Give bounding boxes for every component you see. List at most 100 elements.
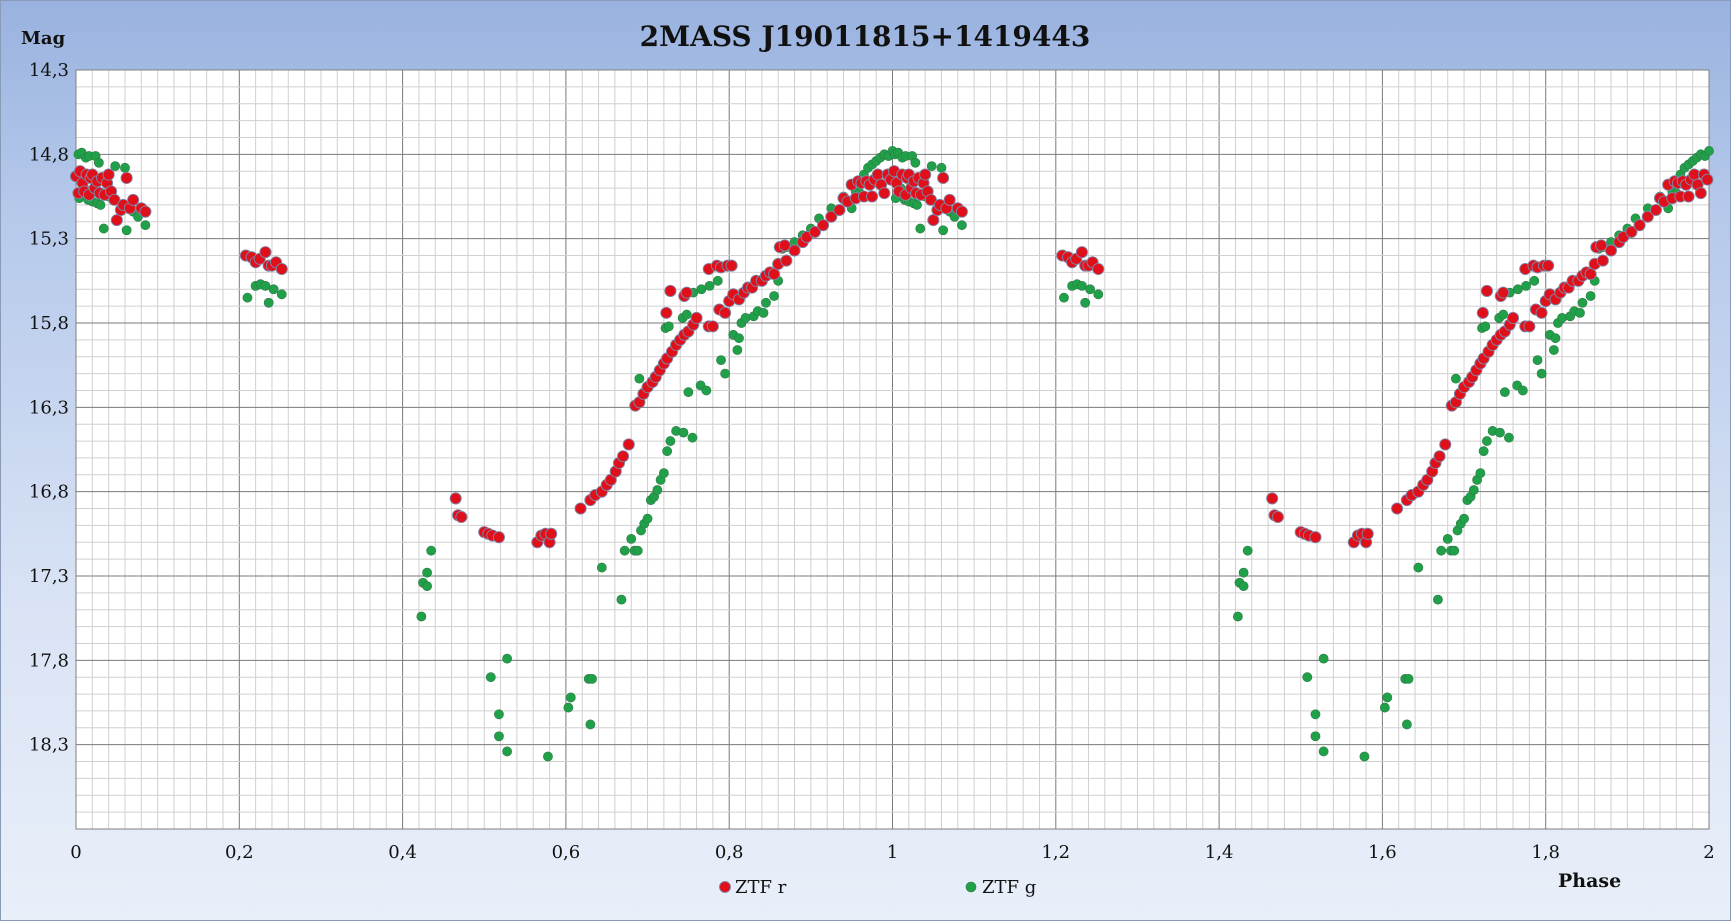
ztf-g-point [910, 157, 921, 168]
ztf-g-point [494, 709, 504, 720]
ztf-r-point [617, 450, 630, 463]
ztf-g-point [543, 751, 553, 762]
ztf-r-point [780, 254, 793, 267]
y-axis-label: Mag [21, 28, 66, 49]
ztf-r-point [927, 214, 940, 227]
x-axis-label: Phase [1558, 870, 1621, 892]
ztf-g-point [502, 653, 513, 664]
ztf-r-point [778, 239, 791, 252]
y-tick-label: 14,8 [29, 144, 69, 165]
ztf-g-point [1495, 427, 1505, 438]
legend-marker-ztf-g [965, 881, 977, 893]
ztf-g-point [701, 385, 712, 396]
ztf-g-point [422, 581, 432, 592]
ztf-g-point [110, 161, 121, 172]
ztf-r-point [127, 193, 140, 206]
ztf-g-point [662, 446, 673, 457]
ztf-g-point [1459, 513, 1469, 524]
ztf-r-point [120, 171, 133, 184]
ztf-g-point [687, 432, 698, 443]
ztf-r-point [449, 492, 462, 505]
ztf-r-point [545, 527, 558, 540]
ztf-g-point [619, 545, 630, 556]
ztf-r-point [866, 190, 879, 203]
ztf-g-point [1557, 313, 1567, 323]
ztf-g-point [93, 157, 104, 168]
ztf-r-point [1523, 320, 1536, 333]
ztf-g-point [1480, 321, 1491, 332]
ztf-g-point [734, 333, 744, 344]
ztf-g-point [720, 368, 731, 379]
ztf-g-point [696, 284, 707, 295]
ztf-g-point [658, 468, 669, 479]
ztf-r-point [833, 203, 846, 217]
ztf-g-point [1498, 309, 1509, 320]
x-tick-label: 0,8 [715, 842, 744, 863]
ztf-g-point [716, 355, 726, 366]
ztf-g-point [1059, 292, 1069, 303]
y-tick-label: 17,3 [29, 566, 69, 587]
ztf-g-point [1413, 562, 1424, 573]
ztf-g-point [1359, 751, 1370, 762]
ztf-g-point [1302, 672, 1313, 683]
ztf-g-point [936, 162, 947, 173]
ztf-g-point [1517, 385, 1528, 396]
ztf-g-point [426, 545, 437, 556]
ztf-r-point [1595, 239, 1608, 252]
ztf-g-point [1318, 653, 1329, 664]
ztf-r-point [1535, 306, 1548, 319]
ztf-r-point [1506, 311, 1520, 324]
data-points [69, 146, 1714, 762]
ztf-g-point [1532, 355, 1543, 366]
legend: ZTF r ZTF g [719, 877, 1036, 898]
ztf-g-point [276, 289, 287, 300]
y-tick-label: 17,8 [29, 650, 69, 671]
ztf-g-point [585, 719, 596, 730]
ztf-g-point [1482, 436, 1492, 446]
ztf-g-point [485, 672, 496, 683]
ztf-r-point [139, 205, 152, 218]
ztf-g-point [1436, 545, 1447, 556]
ztf-r-point [768, 268, 781, 281]
ztf-g-point [1318, 746, 1329, 757]
ztf-g-point [1529, 275, 1540, 286]
ztf-r-point [706, 320, 719, 333]
ztf-r-point [1584, 268, 1597, 281]
ztf-g-point [634, 373, 645, 384]
ztf-g-point [1379, 702, 1390, 713]
y-tick-label: 16,3 [29, 397, 69, 418]
ztf-g-point [1468, 485, 1479, 495]
ztf-g-point [502, 746, 513, 757]
y-tick-label: 14,3 [29, 60, 69, 81]
ztf-g-point [1450, 373, 1461, 384]
ztf-g-point [681, 309, 692, 320]
ztf-g-point [1238, 567, 1249, 578]
ztf-r-point [102, 168, 115, 181]
ztf-g-point [563, 702, 574, 713]
ztf-g-point [1242, 545, 1253, 556]
ztf-g-point [260, 280, 271, 291]
ztf-g-point [1499, 387, 1510, 398]
ztf-g-point [416, 611, 427, 622]
ztf-r-point [1476, 306, 1489, 319]
ztf-g-point [1401, 719, 1412, 730]
ztf-g-point [758, 307, 769, 318]
ztf-g-point [704, 280, 715, 291]
ztf-r-point [1433, 450, 1446, 463]
ztf-r-point [455, 510, 468, 524]
ztf-g-point [1433, 594, 1443, 605]
ztf-g-point [494, 731, 504, 742]
ztf-g-point [1232, 611, 1243, 622]
x-tick-label: 1,8 [1531, 842, 1560, 863]
ztf-r-point [1649, 203, 1662, 217]
x-tick-label: 2 [1703, 842, 1714, 863]
ztf-r-point [1625, 225, 1638, 238]
ztf-g-point [1310, 709, 1321, 720]
legend-label-ztf-r: ZTF r [735, 877, 787, 898]
ztf-g-point [1093, 289, 1104, 300]
ztf-r-point [943, 193, 956, 206]
ztf-r-point [622, 438, 635, 451]
ztf-g-point [926, 161, 937, 172]
ztf-r-point [788, 244, 801, 257]
